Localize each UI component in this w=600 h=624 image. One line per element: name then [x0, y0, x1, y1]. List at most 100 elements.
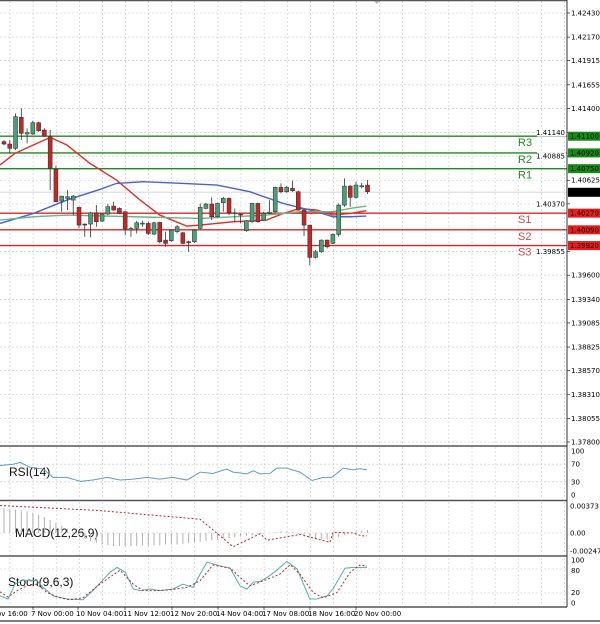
candle-bullish: [215, 203, 220, 218]
candle-bullish: [65, 196, 70, 199]
price-tick-label: 1.41655: [571, 81, 600, 89]
candle-bearish: [290, 188, 295, 191]
level-price-box: [568, 164, 600, 174]
price-tick-label-backdrop: [537, 199, 566, 208]
price-tick-label-backdrop: [537, 128, 566, 137]
candle-bullish: [30, 122, 36, 135]
candle-bullish: [13, 116, 18, 149]
macd-tick-label: 0.003731: [570, 503, 600, 511]
stoch-label: Stoch(9,6,3): [8, 575, 73, 589]
price-tick-label: 1.40625: [571, 177, 600, 185]
candle-bearish: [180, 232, 186, 244]
candle-bearish: [296, 191, 301, 211]
stoch-tick-label: 0: [571, 600, 575, 608]
level-price-box: [568, 241, 600, 251]
candle-bearish: [47, 136, 53, 169]
level-price-label: 1.40750: [570, 165, 599, 173]
price-tick-label: 1.40370: [536, 200, 565, 208]
price-tick-label: 1.38310: [571, 391, 600, 399]
time-tick-label: 10 Nov 04:00: [76, 610, 123, 618]
candle-bearish: [111, 205, 116, 211]
rsi-tick-label: 70: [571, 461, 580, 469]
candle-bullish: [353, 184, 359, 198]
candle-bearish: [209, 203, 214, 218]
rsi-tick-label: 0: [571, 492, 575, 500]
candle-bearish: [82, 223, 88, 226]
candle-bullish: [261, 213, 266, 221]
level-name-r3: R3: [518, 137, 532, 149]
candle-bearish: [7, 143, 13, 149]
candle-bearish: [324, 239, 330, 248]
candle-bullish: [232, 212, 238, 215]
candle-bullish: [249, 203, 255, 223]
price-tick-label: 1.39085: [571, 319, 600, 327]
time-tick-label: 11 Nov 12:00: [123, 610, 170, 618]
time-tick-label: 17 Nov 08:00: [262, 610, 309, 618]
candle-bearish: [19, 117, 24, 134]
candle-bullish: [284, 187, 289, 192]
candle-bullish: [99, 213, 105, 222]
price-tick-label: 1.38825: [571, 344, 600, 352]
price-tick-label: 1.41140: [536, 129, 565, 137]
candle-bullish: [174, 226, 180, 233]
rsi-panel: RSI(14): [0, 461, 368, 482]
level-price-box: [568, 148, 600, 158]
macd-tick-label: -0.002473: [570, 548, 600, 556]
candle-bullish: [88, 212, 93, 225]
level-name-r1: R1: [518, 170, 532, 182]
level-price-box: [568, 131, 600, 141]
rsi-tick-label: 100: [571, 448, 584, 456]
price-tick-label: 1.39855: [536, 248, 565, 256]
candle-bullish: [197, 207, 203, 229]
candle-bearish: [76, 207, 82, 226]
stoch-tick-label: 100: [571, 557, 584, 565]
time-tick-label: 12 Nov 20:00: [170, 610, 217, 618]
candle-bearish: [42, 129, 47, 137]
candle-bullish: [128, 228, 134, 231]
stoch-main-line: [0, 560, 367, 601]
rsi-tick-label: 30: [571, 478, 580, 486]
price-tick-label-backdrop: [537, 247, 566, 256]
time-tick-label: 18 Nov 16:00: [308, 610, 355, 618]
level-price-label: 1.39920: [570, 242, 599, 250]
macd-tick-label: 0.00: [570, 530, 586, 538]
candle-bullish: [134, 222, 139, 229]
candle-bullish: [313, 251, 318, 258]
level-name-s2: S2: [518, 231, 531, 243]
time-tick-label: 20 Nov 00:00: [354, 610, 401, 618]
candle-bullish: [59, 195, 64, 202]
candle-bullish: [272, 187, 278, 212]
level-name-r2: R2: [518, 154, 532, 166]
candle-bullish: [336, 204, 341, 235]
candle-bearish: [365, 184, 370, 192]
level-name-s1: S1: [518, 214, 531, 226]
candle-bullish: [24, 132, 30, 135]
level-price-label: 1.40270: [570, 210, 599, 218]
candle-bearish: [226, 198, 232, 214]
candle-bearish: [53, 169, 59, 202]
moving-average-red: [0, 136, 367, 227]
level-price-box: [568, 208, 600, 218]
candle-bearish: [186, 241, 191, 244]
candle-bearish: [157, 222, 163, 243]
candle-bearish: [122, 211, 128, 230]
candle-bearish: [163, 239, 168, 244]
candle-bearish: [307, 224, 313, 258]
candle-bearish: [36, 122, 41, 131]
candle-bullish: [267, 211, 272, 214]
level-price-label: 1.40920: [570, 149, 599, 157]
candle-bullish: [169, 229, 174, 241]
price-tick-label: 1.38055: [571, 415, 600, 423]
candle-bullish: [105, 206, 111, 215]
price-tick-label: 1.39600: [571, 272, 600, 280]
price-tick-label: 1.41915: [571, 57, 600, 65]
support-resistance-levels: R3 R2 R1 S1 S2 S3: [0, 135, 567, 259]
moving-average-green: [0, 205, 367, 221]
macd-panel: MACD(12,26,9): [0, 505, 369, 548]
stoch-tick-label: 20: [571, 589, 580, 597]
stoch-panel: Stoch(9,6,3): [0, 560, 368, 601]
candle-bullish: [330, 234, 336, 244]
level-name-s3: S3: [518, 247, 531, 259]
